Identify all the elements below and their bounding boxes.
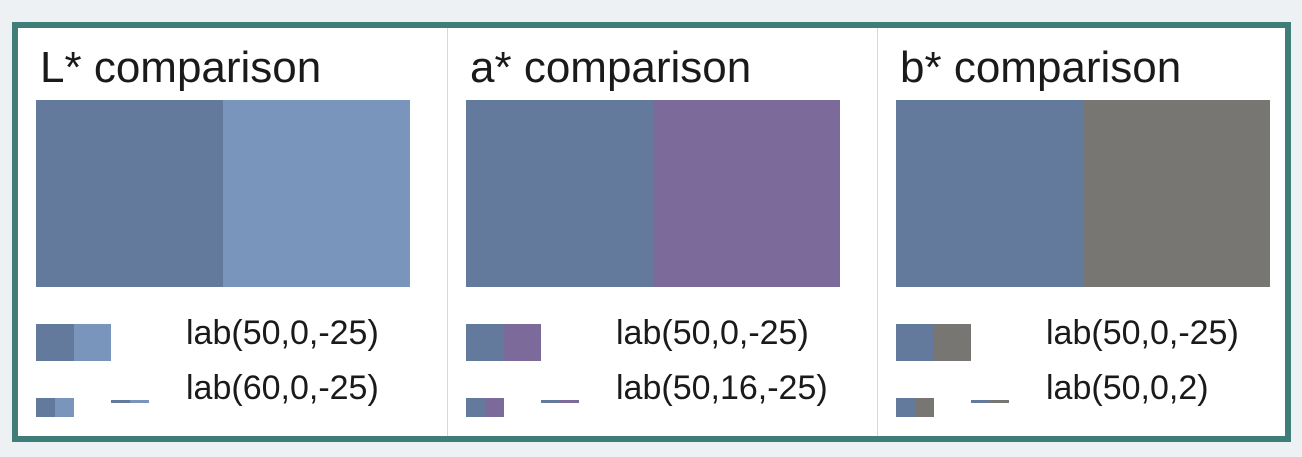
small-swatch	[466, 398, 504, 417]
panel-b-comparison: b* comparison lab(50,0,-25) lab(50,0,2)	[878, 28, 1302, 436]
swatch-color-a	[36, 324, 74, 361]
swatch-color-b	[560, 400, 579, 403]
swatch-color-b	[933, 324, 971, 361]
medium-swatch	[466, 324, 541, 361]
lab-value-b: lab(50,16,-25)	[616, 369, 828, 407]
swatch-color-b	[503, 324, 541, 361]
swatch-color-a	[111, 400, 130, 403]
comparison-frame: L* comparison lab(50,0,-25) lab(60,0,-25…	[12, 22, 1291, 442]
swatch-color-b	[485, 398, 504, 417]
swatch-color-b	[130, 400, 149, 403]
medium-swatch	[896, 324, 971, 361]
lab-value-a: lab(50,0,-25)	[1046, 314, 1239, 352]
swatch-color-a	[896, 398, 915, 417]
swatch-color-b	[73, 324, 111, 361]
large-swatch	[466, 100, 840, 287]
thin-line-swatch	[111, 400, 149, 403]
lab-value-b: lab(50,0,2)	[1046, 369, 1209, 407]
large-swatch	[896, 100, 1270, 287]
large-swatch	[36, 100, 410, 287]
swatch-color-a	[466, 324, 504, 361]
small-swatch	[36, 398, 74, 417]
swatch-color-a	[541, 400, 560, 403]
panel-l-comparison: L* comparison lab(50,0,-25) lab(60,0,-25…	[18, 28, 448, 436]
swatch-color-a	[896, 324, 934, 361]
panel-title: L* comparison	[40, 43, 322, 92]
swatch-color-b	[1083, 100, 1270, 287]
swatch-color-a	[36, 100, 223, 287]
swatch-color-b	[223, 100, 410, 287]
swatch-color-b	[990, 400, 1009, 403]
swatch-color-b	[653, 100, 840, 287]
medium-swatch	[36, 324, 111, 361]
lab-value-b: lab(60,0,-25)	[186, 369, 379, 407]
panel-title: a* comparison	[470, 43, 752, 92]
lab-value-a: lab(50,0,-25)	[186, 314, 379, 352]
panel-a-comparison: a* comparison lab(50,0,-25) lab(50,16,-2…	[448, 28, 878, 436]
swatch-color-a	[971, 400, 990, 403]
thin-line-swatch	[541, 400, 579, 403]
panel-title: b* comparison	[900, 43, 1182, 92]
lab-value-a: lab(50,0,-25)	[616, 314, 809, 352]
swatch-color-a	[36, 398, 55, 417]
swatch-color-a	[466, 398, 485, 417]
swatch-color-b	[915, 398, 934, 417]
swatch-color-a	[896, 100, 1083, 287]
swatch-color-b	[55, 398, 74, 417]
thin-line-swatch	[971, 400, 1009, 403]
swatch-color-a	[466, 100, 653, 287]
small-swatch	[896, 398, 934, 417]
